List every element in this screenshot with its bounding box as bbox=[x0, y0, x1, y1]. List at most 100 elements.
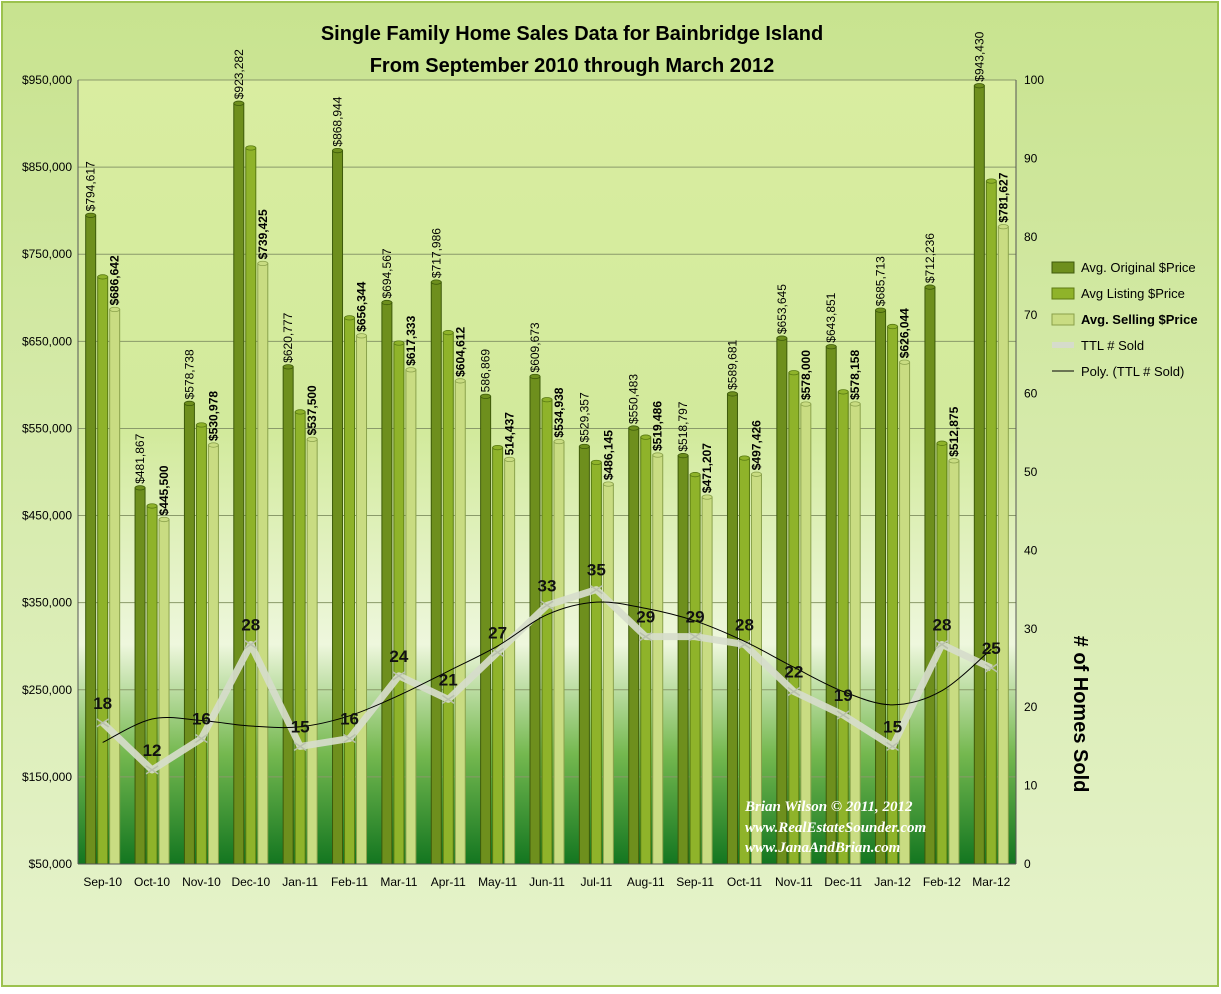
bar-label-selling: $519,486 bbox=[651, 401, 665, 451]
bar bbox=[701, 496, 713, 865]
bar bbox=[924, 286, 936, 865]
bar bbox=[628, 427, 640, 865]
bar-cap bbox=[146, 503, 158, 509]
x-tick-label: Oct-11 bbox=[727, 875, 762, 889]
legend-label-sold: TTL # Sold bbox=[1081, 338, 1144, 353]
bar bbox=[689, 474, 701, 865]
bar-label-original: $643,851 bbox=[824, 292, 838, 342]
bar-label-original: $620,777 bbox=[281, 312, 295, 362]
x-tick-label: Jan-11 bbox=[282, 875, 318, 889]
bar-label-selling: $578,000 bbox=[799, 350, 813, 400]
bar-label-original: $609,673 bbox=[528, 322, 542, 372]
bar bbox=[652, 454, 664, 865]
y-left-tick-label: $450,000 bbox=[22, 509, 72, 523]
bar bbox=[430, 281, 442, 865]
bar bbox=[109, 308, 121, 865]
bar bbox=[294, 411, 306, 865]
bar-cap bbox=[825, 344, 837, 350]
bar-cap bbox=[837, 389, 849, 395]
bar bbox=[306, 438, 318, 865]
bar-cap bbox=[751, 471, 762, 477]
credit-author: Brian Wilson © 2011, 2012 bbox=[744, 799, 913, 815]
sold-line bbox=[96, 584, 998, 775]
credits: Brian Wilson © 2011, 2012 www.RealEstate… bbox=[744, 799, 926, 856]
bar-label-selling: $604,612 bbox=[453, 326, 467, 376]
bar-label-selling: $617,333 bbox=[404, 315, 418, 365]
bar-label-selling: $486,145 bbox=[601, 430, 615, 480]
bar-label-selling: 514,437 bbox=[503, 412, 517, 456]
y-left-tick-label: $750,000 bbox=[22, 247, 72, 261]
bar-cap bbox=[344, 315, 355, 321]
bar-label-selling: $537,500 bbox=[305, 385, 319, 435]
bar-cap bbox=[134, 485, 146, 491]
sold-value-label: 12 bbox=[143, 741, 162, 760]
sold-value-label: 15 bbox=[291, 717, 310, 736]
bar-cap bbox=[948, 458, 960, 464]
bar bbox=[504, 458, 516, 865]
bar bbox=[875, 309, 887, 865]
y-right-tick-label: 30 bbox=[1024, 622, 1038, 636]
bar-label-selling: $530,978 bbox=[206, 391, 220, 441]
bar-cap bbox=[208, 442, 219, 448]
sold-value-label: 27 bbox=[488, 623, 507, 642]
sold-marker bbox=[738, 639, 751, 650]
bar-cap bbox=[504, 456, 516, 463]
bar bbox=[985, 180, 997, 865]
y-left-tick-label: $350,000 bbox=[22, 596, 72, 610]
bar-cap bbox=[602, 481, 614, 487]
x-tick-label: Feb-11 bbox=[331, 875, 368, 889]
sold-marker bbox=[293, 741, 307, 752]
bar-label-original: $717,986 bbox=[429, 228, 443, 278]
sold-value-label: 18 bbox=[93, 694, 112, 713]
bar-cap bbox=[529, 373, 541, 380]
bar-cap bbox=[109, 306, 121, 313]
bar-cap bbox=[936, 440, 948, 446]
bar bbox=[640, 436, 652, 865]
bar-cap bbox=[689, 472, 701, 478]
y-right-tick-label: 80 bbox=[1024, 230, 1038, 244]
bar-cap bbox=[578, 443, 590, 450]
legend-label-selling: Avg. Selling $Price bbox=[1081, 312, 1198, 327]
x-tick-label: Sep-11 bbox=[676, 875, 714, 889]
legend-swatch-selling bbox=[1051, 313, 1075, 326]
credit-site-1: www.RealEstateSounder.com bbox=[745, 820, 926, 836]
bar-cap bbox=[184, 400, 195, 407]
bar-cap bbox=[381, 299, 393, 306]
legend: Avg. Original $Price Avg Listing $Price … bbox=[1051, 260, 1198, 379]
bar bbox=[825, 346, 837, 865]
chart-title: Single Family Home Sales Data for Bainbr… bbox=[321, 23, 823, 45]
bar bbox=[973, 85, 985, 865]
bar-label-original: $481,867 bbox=[133, 433, 147, 483]
bar bbox=[590, 461, 602, 865]
y-right-tick-label: 100 bbox=[1024, 73, 1044, 87]
bar-cap bbox=[442, 330, 454, 336]
bar bbox=[541, 399, 553, 865]
bar-cap bbox=[97, 274, 109, 280]
legend-label-listing: Avg Listing $Price bbox=[1081, 286, 1185, 301]
bar bbox=[578, 445, 590, 865]
bar-cap bbox=[887, 323, 898, 330]
sold-value-label: 19 bbox=[834, 686, 853, 705]
bar-cap bbox=[405, 367, 417, 373]
bar-cap bbox=[677, 453, 689, 459]
y-left-tick-label: $150,000 bbox=[22, 770, 72, 784]
bar-label-original: $518,797 bbox=[676, 401, 690, 451]
y-right-tick-label: 60 bbox=[1024, 387, 1038, 401]
sold-marker bbox=[540, 600, 554, 610]
sold-marker bbox=[886, 741, 899, 752]
x-tick-label: Jul-11 bbox=[580, 875, 612, 889]
y-left-tick-label: $550,000 bbox=[22, 421, 72, 435]
bar bbox=[85, 214, 97, 865]
legend-swatch-listing bbox=[1051, 287, 1075, 300]
bar-cap bbox=[233, 100, 245, 106]
credit-site-2: www.JanaAndBrian.com bbox=[745, 840, 900, 856]
bar bbox=[344, 317, 356, 865]
bar bbox=[233, 102, 245, 865]
bar bbox=[393, 342, 405, 865]
bar-cap bbox=[430, 279, 442, 285]
data-labels: $794,617 $481,867 $578,738 $923,282 $620,777… bbox=[84, 31, 1011, 760]
bar bbox=[849, 403, 861, 865]
y-right-tick-label: 90 bbox=[1024, 151, 1038, 165]
bar-cap bbox=[701, 494, 713, 500]
legend-label-trend: Poly. (TTL # Sold) bbox=[1081, 364, 1184, 379]
